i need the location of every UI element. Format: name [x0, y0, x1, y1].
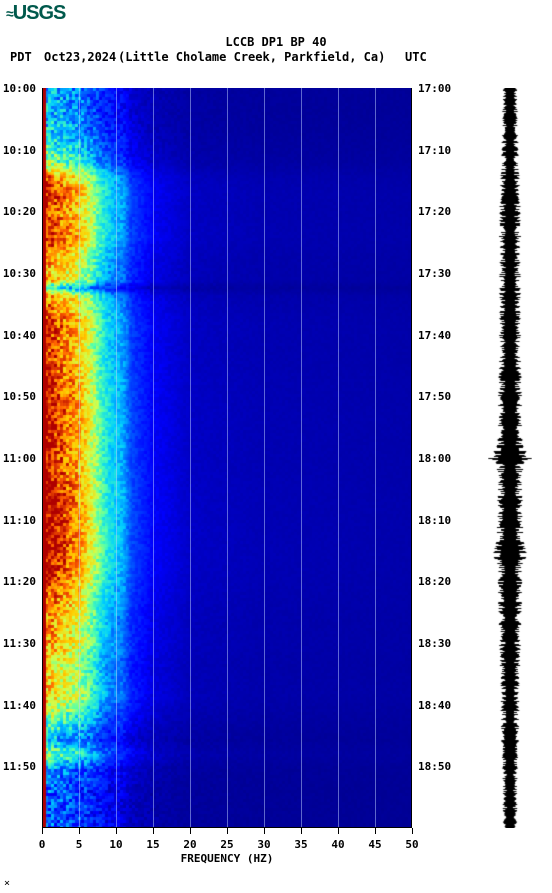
y-left-tick: 11:10	[3, 514, 36, 527]
subtitle-date: Oct23,2024	[44, 50, 116, 64]
logo-wave-icon: ≈	[6, 6, 13, 22]
y-left-tick: 10:40	[3, 329, 36, 342]
y-right-tick: 18:30	[418, 637, 451, 650]
y-left-tick: 11:30	[3, 637, 36, 650]
logo-text: USGS	[13, 2, 66, 24]
y-axis-right: 17:0017:1017:2017:3017:4017:5018:0018:10…	[414, 88, 458, 828]
y-left-tick: 11:20	[3, 575, 36, 588]
y-right-tick: 17:20	[418, 205, 451, 218]
y-right-tick: 17:50	[418, 390, 451, 403]
x-tick-label: 20	[183, 838, 196, 851]
subtitle-location: (Little Cholame Creek, Parkfield, Ca)	[118, 50, 385, 64]
footer-mark: ×	[4, 878, 10, 889]
y-right-tick: 17:30	[418, 267, 451, 280]
x-tick-label: 15	[146, 838, 159, 851]
y-right-tick: 18:10	[418, 514, 451, 527]
spectrogram-canvas	[42, 88, 412, 828]
x-tick-marks	[42, 828, 412, 836]
waveform-canvas	[488, 88, 532, 828]
y-left-tick: 11:50	[3, 760, 36, 773]
y-right-tick: 18:00	[418, 452, 451, 465]
y-right-tick: 18:50	[418, 760, 451, 773]
y-right-tick: 17:40	[418, 329, 451, 342]
y-right-tick: 17:10	[418, 144, 451, 157]
x-tick-label: 40	[331, 838, 344, 851]
y-left-tick: 10:20	[3, 205, 36, 218]
axis-left	[42, 88, 43, 828]
axis-right	[411, 88, 412, 828]
usgs-logo: ≈USGS	[6, 2, 65, 25]
x-tick-label: 35	[294, 838, 307, 851]
x-tick-label: 50	[405, 838, 418, 851]
y-right-tick: 17:00	[418, 82, 451, 95]
y-left-tick: 10:30	[3, 267, 36, 280]
x-tick-label: 5	[76, 838, 83, 851]
waveform-plot	[488, 88, 532, 828]
y-left-tick: 10:50	[3, 390, 36, 403]
subtitle-pdt: PDT	[10, 50, 32, 64]
y-right-tick: 18:20	[418, 575, 451, 588]
y-left-tick: 10:00	[3, 82, 36, 95]
x-axis-label: FREQUENCY (HZ)	[42, 852, 412, 865]
y-right-tick: 18:40	[418, 699, 451, 712]
x-tick-label: 45	[368, 838, 381, 851]
x-tick-label: 0	[39, 838, 46, 851]
x-tick-label: 25	[220, 838, 233, 851]
plot-title: LCCB DP1 BP 40	[0, 35, 552, 49]
y-left-tick: 11:00	[3, 452, 36, 465]
y-left-tick: 10:10	[3, 144, 36, 157]
x-tick-label: 10	[109, 838, 122, 851]
subtitle-utc: UTC	[405, 50, 427, 64]
y-axis-left: 10:0010:1010:2010:3010:4010:5011:0011:10…	[0, 88, 40, 828]
x-tick-label: 30	[257, 838, 270, 851]
y-left-tick: 11:40	[3, 699, 36, 712]
spectrogram-plot	[42, 88, 412, 828]
